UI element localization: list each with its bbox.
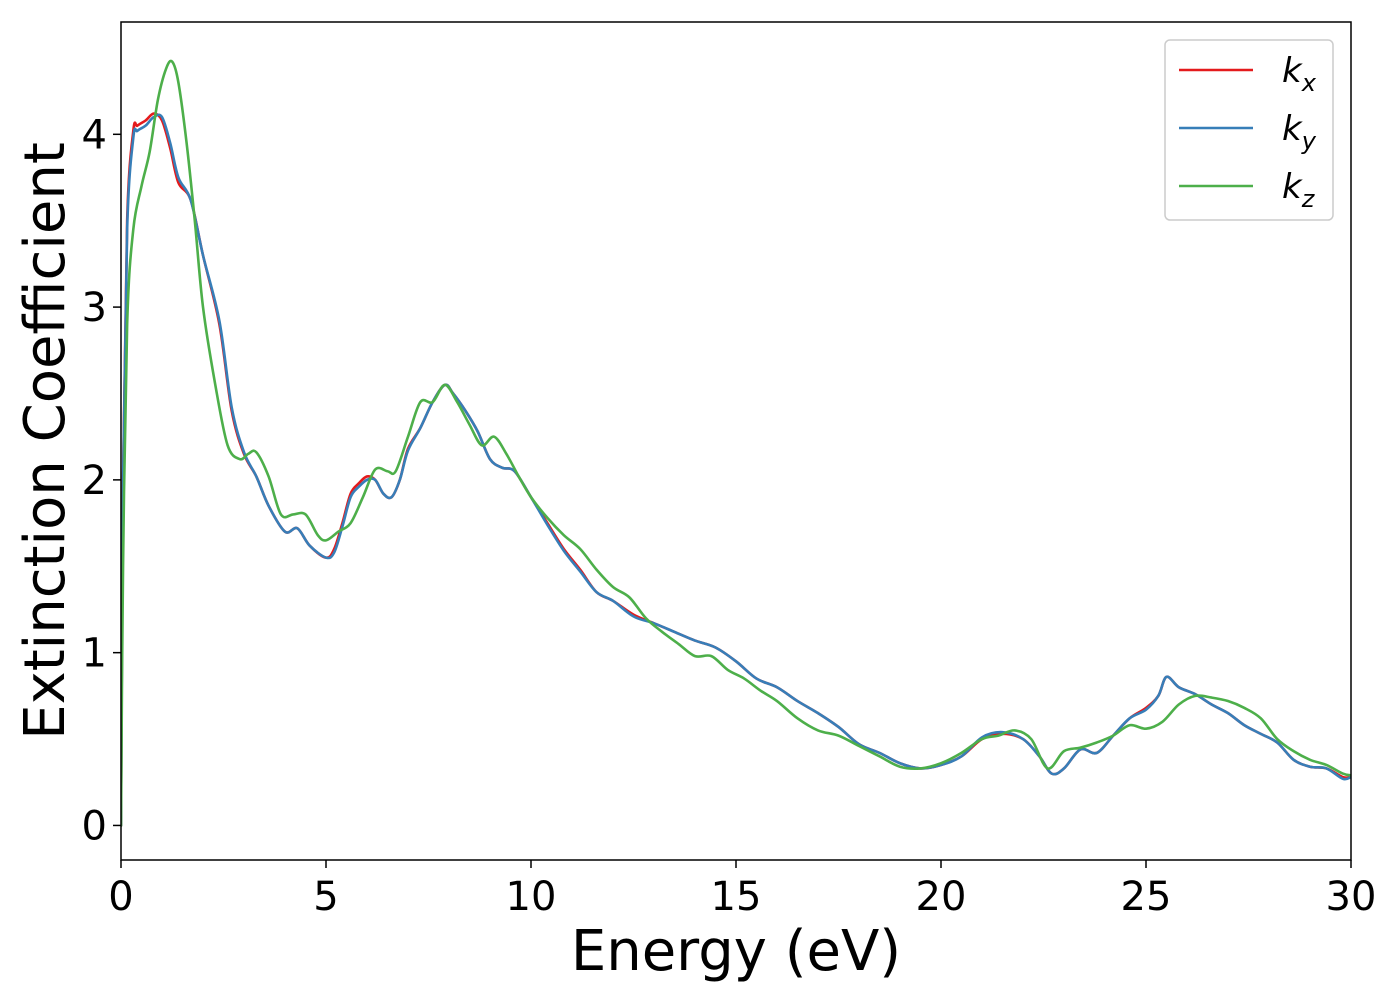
x-axis-label: Energy (eV): [571, 919, 901, 984]
legend-label-ky: ky: [1282, 109, 1317, 155]
x-tick-label: 15: [711, 874, 762, 920]
legend-label-kx: kx: [1282, 51, 1317, 97]
legend: kx ky kz: [1164, 39, 1334, 221]
y-tick-label: 4: [82, 112, 107, 158]
y-axis-label: Extinction Coefficient: [13, 142, 78, 740]
x-axis: 0 5 10 15 20 25 30: [108, 860, 1376, 920]
y-tick-label: 2: [82, 458, 107, 504]
series-layer: [121, 59, 1351, 827]
x-tick-label: 30: [1326, 874, 1377, 920]
series-line-ky: [121, 113, 1351, 827]
x-tick-label: 5: [313, 874, 338, 920]
legend-label-kz: kz: [1282, 167, 1316, 213]
y-tick-label: 3: [82, 285, 107, 331]
x-tick-label: 25: [1121, 874, 1172, 920]
y-tick-label: 1: [82, 631, 107, 677]
series-line-kz: [121, 59, 1351, 827]
y-axis: 0 1 2 3 4: [82, 112, 121, 849]
x-tick-label: 10: [506, 874, 557, 920]
legend-frame: [1164, 39, 1334, 221]
x-tick-label: 20: [916, 874, 967, 920]
y-tick-label: 0: [82, 803, 107, 849]
x-tick-label: 0: [108, 874, 133, 920]
